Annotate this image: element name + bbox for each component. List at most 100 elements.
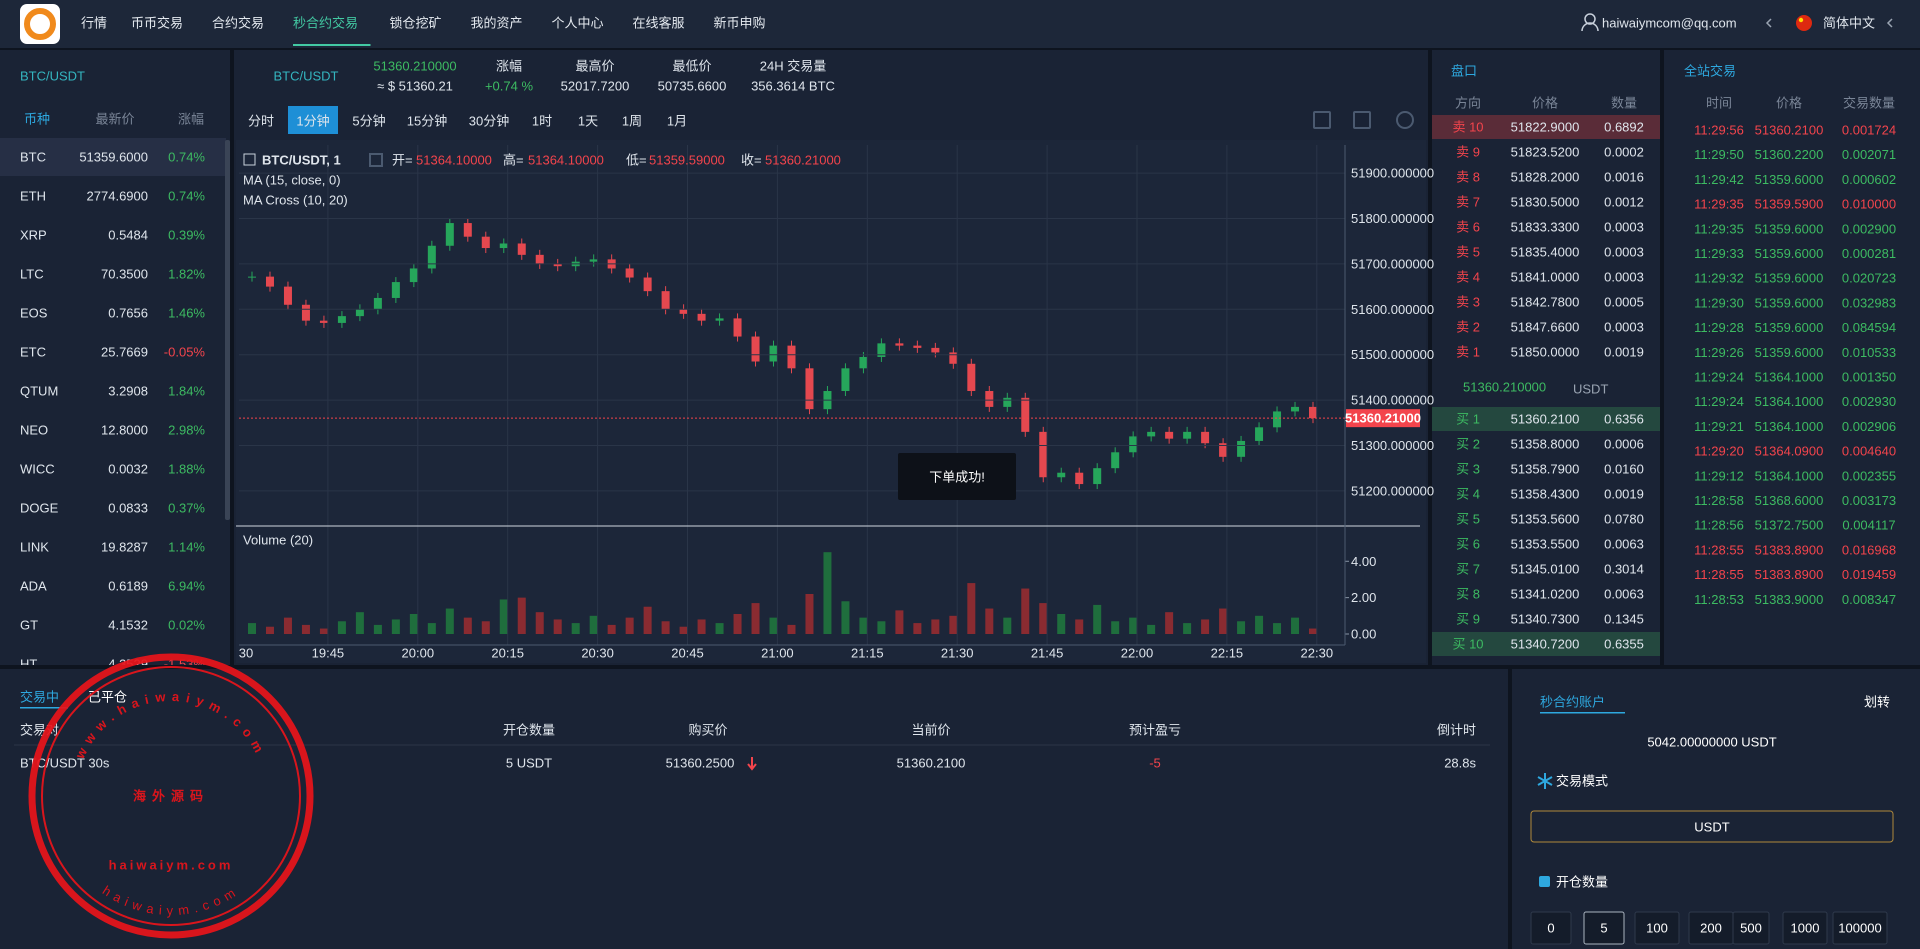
candle bbox=[697, 313, 706, 321]
fullscreen-icon[interactable] bbox=[1313, 111, 1331, 129]
study-label: MA (15, close, 0) bbox=[243, 173, 341, 188]
coin-name[interactable]: BTC bbox=[20, 150, 46, 165]
settings-icon[interactable] bbox=[1396, 111, 1414, 129]
bid-cell[interactable]: 51353.5500 bbox=[1511, 537, 1580, 552]
bid-cell[interactable]: 51358.4300 bbox=[1511, 487, 1580, 502]
nav-item[interactable]: 在线客服 bbox=[633, 16, 685, 31]
amount-label: 开仓数量 bbox=[1556, 875, 1608, 890]
trade-price: 51359.6000 bbox=[1755, 271, 1824, 286]
account-title[interactable]: 秒合约账户 bbox=[1540, 695, 1605, 710]
mode-select[interactable] bbox=[1530, 810, 1894, 843]
amount-button[interactable] bbox=[1634, 911, 1680, 945]
coin-name[interactable]: XRP bbox=[20, 228, 47, 243]
ask-cell[interactable]: 51828.2000 bbox=[1511, 170, 1580, 185]
trade-amount: 0.004117 bbox=[1842, 518, 1895, 533]
coin-name[interactable]: EOS bbox=[20, 306, 48, 321]
bid-cell[interactable]: 51358.7900 bbox=[1511, 462, 1580, 477]
trade-amount: 0.084594 bbox=[1842, 320, 1896, 335]
coin-name[interactable]: ETC bbox=[20, 345, 46, 360]
bid-cell[interactable]: 51340.7300 bbox=[1511, 612, 1580, 627]
coin-name[interactable]: DOGE bbox=[20, 501, 59, 516]
candle bbox=[301, 304, 310, 321]
nav-item[interactable]: 锁仓挖矿 bbox=[390, 16, 442, 31]
coin-name[interactable]: NEO bbox=[20, 423, 48, 438]
interval-button[interactable]: 15分钟 bbox=[407, 114, 447, 129]
trade-time: 11:29:50 bbox=[1694, 147, 1744, 162]
bid-cell[interactable]: 51353.5600 bbox=[1511, 512, 1580, 527]
interval-button[interactable]: 5分钟 bbox=[352, 114, 385, 129]
tab[interactable]: 已平仓 bbox=[88, 690, 127, 705]
interval-button[interactable]: 1周 bbox=[622, 114, 642, 129]
language[interactable]: 简体中文 bbox=[1823, 16, 1875, 31]
nav-item[interactable]: 秒合约交易 bbox=[293, 16, 358, 31]
bid-cell[interactable]: 51341.0200 bbox=[1511, 587, 1580, 602]
ask-cell[interactable]: 51842.7800 bbox=[1511, 295, 1580, 310]
logo-mark bbox=[24, 8, 56, 40]
interval-button[interactable]: 1分钟 bbox=[296, 114, 329, 129]
interval-button[interactable]: 1月 bbox=[667, 114, 687, 129]
coin-name[interactable]: QTUM bbox=[20, 384, 58, 399]
bid-cell[interactable]: 51360.2100 bbox=[1511, 412, 1580, 427]
ask-cell[interactable]: 51830.5000 bbox=[1511, 195, 1580, 210]
nav-item[interactable]: 行情 bbox=[81, 16, 107, 31]
trade-amount: 0.002930 bbox=[1842, 394, 1896, 409]
coin-name[interactable]: HT bbox=[20, 657, 37, 672]
candle bbox=[859, 356, 868, 369]
bid-cell: 0.1345 bbox=[1604, 612, 1644, 627]
coin-name[interactable]: GT bbox=[20, 618, 38, 633]
candle bbox=[679, 309, 688, 314]
trade-amount: 0.001724 bbox=[1842, 123, 1896, 138]
coin-name[interactable]: ADA bbox=[20, 579, 47, 594]
ask-cell[interactable]: 51847.6600 bbox=[1511, 320, 1580, 335]
interval-button[interactable]: 1时 bbox=[532, 114, 552, 129]
interval-button[interactable]: 分时 bbox=[248, 114, 274, 129]
volume-bar bbox=[589, 615, 598, 634]
interval-button[interactable]: 30分钟 bbox=[469, 114, 509, 129]
coin-name[interactable]: LTC bbox=[20, 267, 44, 282]
transfer-button[interactable]: 划转 bbox=[1864, 695, 1890, 710]
ask-cell[interactable]: 51841.0000 bbox=[1511, 270, 1580, 285]
x-tick-label: 30 bbox=[239, 646, 253, 661]
nav-item[interactable]: 新币申购 bbox=[714, 16, 766, 31]
ask-cell[interactable]: 51835.4000 bbox=[1511, 245, 1580, 260]
bid-side: 买 6 bbox=[1456, 537, 1480, 552]
stamp-domain: haiwaiym.com bbox=[109, 858, 234, 873]
bid-cell[interactable]: 51340.7200 bbox=[1511, 637, 1580, 652]
volume-bar bbox=[841, 601, 850, 634]
amount-button[interactable] bbox=[1832, 911, 1888, 945]
ask-cell: 0.0012 bbox=[1604, 195, 1644, 210]
volume-bar bbox=[751, 603, 760, 634]
vol-tick-label: 2.00 bbox=[1351, 590, 1376, 605]
nav-item[interactable]: 合约交易 bbox=[212, 16, 264, 31]
bid-cell[interactable]: 51358.8000 bbox=[1511, 437, 1580, 452]
nav-item[interactable]: 个人中心 bbox=[552, 16, 604, 31]
amount-button[interactable] bbox=[1583, 911, 1625, 945]
ask-cell[interactable]: 51823.5200 bbox=[1511, 145, 1580, 160]
ask-cell[interactable]: 51850.0000 bbox=[1511, 345, 1580, 360]
coin-name[interactable]: WICC bbox=[20, 462, 55, 477]
candle bbox=[481, 236, 490, 249]
volume-bar bbox=[463, 617, 472, 634]
column-header: 倒计时 bbox=[1437, 723, 1476, 738]
bid-cell[interactable]: 51345.0100 bbox=[1511, 562, 1580, 577]
amount-button[interactable] bbox=[1782, 911, 1828, 945]
coin-name[interactable]: LINK bbox=[20, 540, 49, 555]
coin-name[interactable]: ETH bbox=[20, 189, 46, 204]
ask-cell[interactable]: 51833.3300 bbox=[1511, 220, 1580, 235]
candle bbox=[913, 345, 922, 348]
user-email[interactable]: haiwaiymcom@qq.com bbox=[1602, 16, 1737, 31]
trade-amount: 0.004640 bbox=[1842, 444, 1896, 459]
candle bbox=[373, 297, 382, 310]
ask-cell[interactable]: 51822.9000 bbox=[1511, 120, 1580, 135]
nav-item[interactable]: 币币交易 bbox=[131, 16, 183, 31]
amount-button[interactable] bbox=[1530, 911, 1572, 945]
nav-item[interactable]: 我的资产 bbox=[471, 16, 523, 31]
interval-button[interactable]: 1天 bbox=[578, 114, 598, 129]
volume-bar bbox=[1291, 617, 1300, 634]
amount-button[interactable] bbox=[1732, 911, 1770, 945]
coin-price: 2774.6900 bbox=[87, 189, 148, 204]
column-header: 最新价 bbox=[95, 112, 134, 127]
position-cell: 28.8s bbox=[1444, 756, 1476, 771]
tab[interactable]: 交易中 bbox=[20, 690, 59, 705]
indicator-icon[interactable] bbox=[1353, 111, 1371, 129]
